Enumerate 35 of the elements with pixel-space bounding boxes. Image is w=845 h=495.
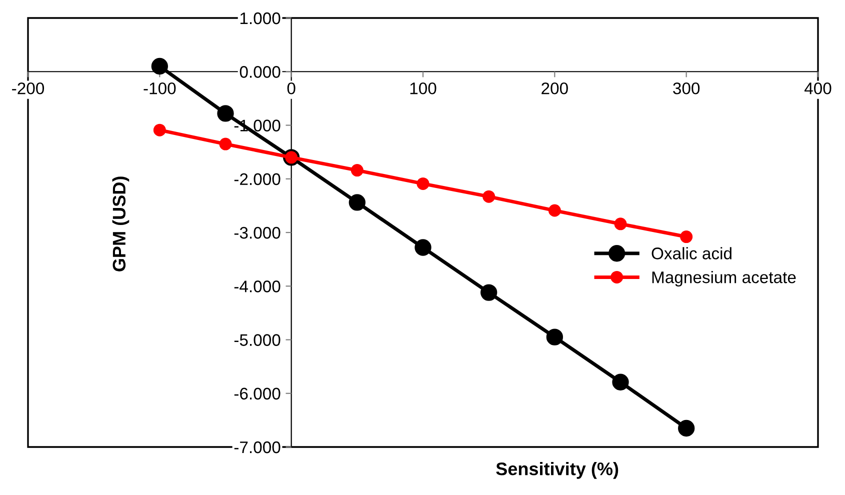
- point: [219, 138, 232, 150]
- x-tick-label: 100: [410, 82, 436, 94]
- legend-label: Magnesium acetate: [652, 270, 796, 287]
- x-tick-label: 200: [542, 82, 568, 94]
- x-axis-title: Sensitivity (%): [496, 462, 618, 479]
- x-tick-label: -100: [144, 82, 176, 94]
- y-tick-label: 1.000: [240, 12, 280, 24]
- point: [546, 328, 563, 346]
- x-tick-label: 300: [673, 82, 700, 94]
- y-tick-label: -4.000: [234, 280, 280, 292]
- point: [350, 164, 364, 177]
- y-axis-title: GPM (USD): [112, 176, 130, 272]
- point: [482, 190, 496, 203]
- y-tick-label: -5.000: [234, 334, 280, 346]
- x-tick-label: 0: [287, 82, 296, 94]
- point: [480, 284, 498, 301]
- y-tick-label: -7.000: [234, 441, 280, 454]
- legend-label: Oxalic acid: [652, 247, 732, 260]
- point: [614, 218, 627, 230]
- y-tick-label: -6.000: [234, 388, 280, 400]
- point: [217, 105, 234, 122]
- x-tick-label: -200: [12, 82, 44, 94]
- point: [153, 124, 166, 136]
- point: [612, 374, 629, 390]
- y-tick-label: 0.000: [240, 66, 280, 78]
- y-tick-label: -2.000: [234, 173, 280, 186]
- point: [414, 239, 432, 256]
- point: [151, 58, 168, 75]
- point: [680, 230, 693, 244]
- point: [678, 420, 695, 437]
- x-tick-label: 400: [804, 82, 832, 94]
- point: [416, 177, 430, 190]
- y-tick-label: -3.000: [234, 226, 280, 239]
- point: [548, 204, 561, 217]
- point: [348, 194, 366, 211]
